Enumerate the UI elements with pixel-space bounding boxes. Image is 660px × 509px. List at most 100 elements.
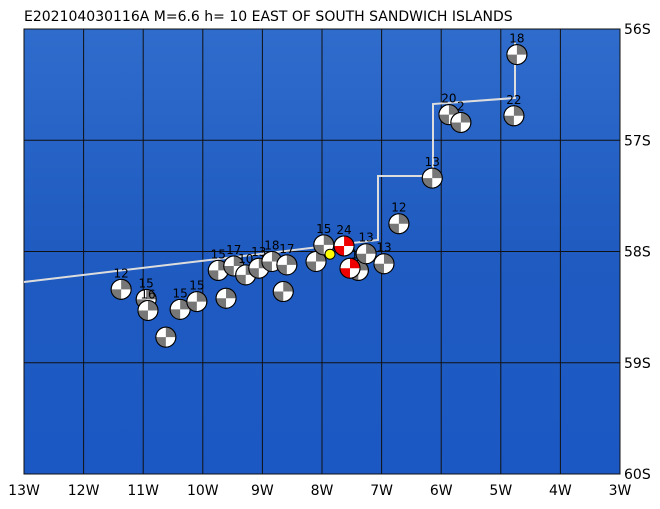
ball-quadrant xyxy=(196,291,207,302)
focal-mechanism xyxy=(137,299,159,321)
lat-label: 58S xyxy=(624,245,651,261)
lon-label: 5W xyxy=(489,483,512,499)
depth-label: 12 xyxy=(391,201,406,215)
ball-outline xyxy=(355,243,377,265)
ball-quadrant xyxy=(261,261,272,272)
depth-label: 22 xyxy=(506,93,521,107)
ball-outline xyxy=(333,235,355,257)
depth-label: 13 xyxy=(251,245,266,259)
lon-label: 3W xyxy=(609,483,632,499)
ball-quadrant xyxy=(516,44,527,55)
depth-label: 18 xyxy=(509,32,524,46)
focal-mechanism xyxy=(388,213,410,235)
depth-label: 13 xyxy=(358,231,373,245)
ball-quadrant xyxy=(344,235,355,246)
ball-quadrant xyxy=(432,168,443,179)
lon-label: 10W xyxy=(187,483,219,499)
depth-label: 13 xyxy=(376,241,391,255)
focal-mechanism xyxy=(373,253,395,275)
focal-mechanism xyxy=(276,254,298,276)
focal-mechanism xyxy=(215,287,237,309)
ball-quadrant xyxy=(448,104,459,115)
ball-outline xyxy=(272,281,294,303)
ball-quadrant xyxy=(373,263,384,274)
ball-outline xyxy=(506,44,528,66)
ball-quadrant xyxy=(165,327,176,338)
ball-quadrant xyxy=(323,234,334,245)
focal-mechanism xyxy=(186,291,208,313)
ball-quadrant xyxy=(235,274,246,285)
ball-quadrant xyxy=(208,270,219,281)
ball-quadrant xyxy=(450,122,461,133)
depth-label: 10 xyxy=(238,252,253,266)
depth-label: 2 xyxy=(457,99,465,113)
ball-quadrant xyxy=(358,260,369,271)
ball-quadrant xyxy=(283,281,294,292)
ball-quadrant xyxy=(316,251,327,262)
focal-mechanism xyxy=(333,235,355,257)
ball-quadrant xyxy=(146,289,157,300)
ball-outline xyxy=(215,287,237,309)
lon-label: 7W xyxy=(370,483,393,499)
ball-quadrant xyxy=(170,309,181,320)
depth-label: 13 xyxy=(425,155,440,169)
lat-label: 56S xyxy=(624,22,651,38)
ball-quadrant xyxy=(248,268,259,279)
focal-mechanism xyxy=(110,278,132,300)
focal-mechanism xyxy=(272,281,294,303)
depth-label: 12 xyxy=(114,266,129,280)
lat-label: 57S xyxy=(624,133,651,149)
ball-outline xyxy=(276,254,298,276)
ball-outline xyxy=(155,326,177,348)
ball-quadrant xyxy=(366,243,377,254)
focal-mechanism xyxy=(503,105,525,127)
ball-quadrant xyxy=(226,288,237,299)
ball-quadrant xyxy=(147,300,158,311)
focal-mechanism xyxy=(355,243,377,265)
ball-quadrant xyxy=(438,114,449,125)
ball-outline xyxy=(186,291,208,313)
ball-quadrant xyxy=(340,268,351,279)
ball-quadrant xyxy=(398,213,409,224)
ball-quadrant xyxy=(273,291,284,302)
focal-mechanism xyxy=(450,111,472,133)
axis-labels: 13W 12W 11W 10W 9W 8W 7W 6W 5W 4W 3W 56S 57S 58S 59S 60… xyxy=(8,22,651,499)
ball-quadrant xyxy=(233,255,244,266)
ball-quadrant xyxy=(155,337,166,348)
lon-label: 11W xyxy=(127,483,159,499)
ball-quadrant xyxy=(306,261,317,272)
ball-outline xyxy=(450,111,472,133)
ball-quadrant xyxy=(513,105,524,116)
depth-label: 16 xyxy=(140,287,155,301)
ball-quadrant xyxy=(276,264,287,275)
ball-quadrant xyxy=(460,112,471,123)
ball-outline xyxy=(110,278,132,300)
ball-outline xyxy=(421,167,443,189)
ball-outline xyxy=(137,299,159,321)
focal-mechanism xyxy=(169,298,191,320)
lon-label: 6W xyxy=(430,483,453,499)
depth-label: 18 xyxy=(264,239,279,253)
ball-quadrant xyxy=(503,115,514,126)
ball-outline xyxy=(503,105,525,127)
depth-label: 15 xyxy=(189,279,204,293)
ball-quadrant xyxy=(216,298,227,309)
lat-label: 60S xyxy=(624,467,651,483)
title: E202104030116A M=6.6 h= 10 EAST OF SOUTH… xyxy=(24,9,513,25)
graticule xyxy=(23,28,621,475)
events: 1820222131212151615151517101318171512131… xyxy=(110,32,528,348)
depth-label: 15 xyxy=(139,276,154,290)
focal-mechanism xyxy=(339,257,361,279)
ball-quadrant xyxy=(223,265,234,276)
ball-outline xyxy=(373,253,395,275)
lon-label: 9W xyxy=(251,483,274,499)
ball-quadrant xyxy=(356,253,367,264)
ball-quadrant xyxy=(334,245,345,256)
focal-mechanism xyxy=(155,326,177,348)
lon-label: 13W xyxy=(8,483,40,499)
ball-outline xyxy=(388,213,410,235)
ball-quadrant xyxy=(383,253,394,264)
depth-label: 24 xyxy=(336,223,351,237)
ball-quadrant xyxy=(422,178,433,189)
